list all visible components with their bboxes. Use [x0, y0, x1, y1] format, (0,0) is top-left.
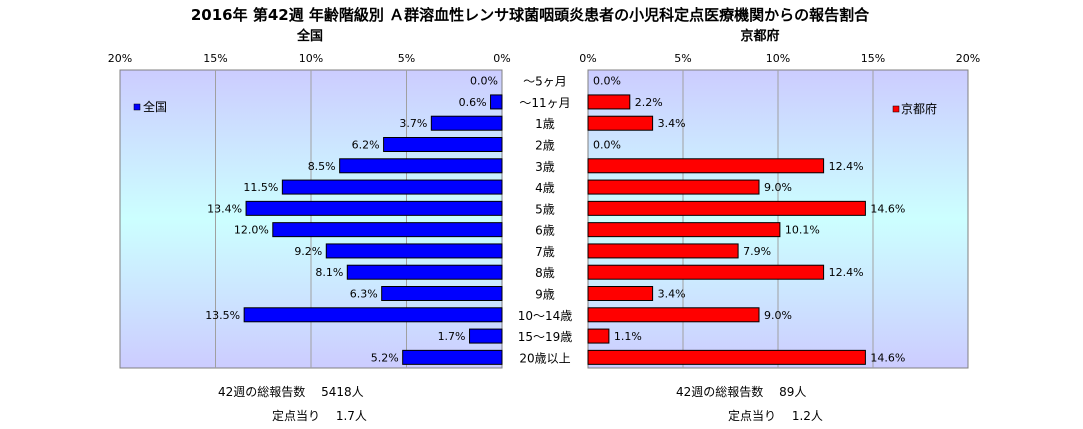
national-bar-label: 13.4%	[207, 202, 242, 215]
age-category-label: 6歳	[535, 224, 555, 238]
national-bar-label: 6.3%	[350, 288, 378, 301]
national-legend-swatch	[133, 103, 141, 111]
kyoto-bar-label: 14.6%	[870, 202, 905, 215]
kyoto-bar-label: 0.0%	[593, 139, 621, 152]
kyoto-bar	[587, 94, 631, 110]
national-bar-label: 1.7%	[438, 330, 466, 343]
kyoto-bar	[587, 222, 781, 238]
national-bar-label: 0.6%	[459, 96, 487, 109]
national-bar-label: 13.5%	[205, 309, 240, 322]
kyoto-bar-label: 10.1%	[785, 224, 820, 237]
chart-title: 2016年 第42週 年齢階級別 Ａ群溶血性レンサ球菌咽頭炎患者の小児科定点医療…	[191, 6, 870, 24]
kyoto-bar	[587, 158, 825, 174]
kyoto-bar-label: 9.0%	[764, 181, 792, 194]
kyoto-bar-label: 3.4%	[658, 288, 686, 301]
national-legend-label: 全国	[143, 99, 167, 114]
kyoto-bar	[587, 179, 760, 195]
age-category-label: 1歳	[535, 117, 555, 131]
age-category-label: 〜5ヶ月	[523, 75, 567, 89]
national-bar	[430, 115, 503, 131]
age-category-label: 4歳	[535, 181, 555, 195]
kyoto-bar-label: 12.4%	[829, 160, 864, 173]
age-category-label: 5歳	[535, 202, 555, 216]
age-category-label: 〜11ヶ月	[519, 96, 570, 110]
national-bar-label: 11.5%	[243, 181, 278, 194]
right-axis-tick-label: 5%	[674, 52, 691, 65]
right-axis-tick-label: 0%	[579, 52, 596, 65]
national-bar	[469, 328, 503, 344]
kyoto-bar-label: 1.1%	[614, 330, 642, 343]
kyoto-bar	[587, 264, 825, 280]
kyoto-legend-label: 京都府	[901, 101, 937, 116]
national-bar-label: 8.1%	[315, 266, 343, 279]
kyoto-per-site: 定点当り 1.2人	[728, 409, 823, 423]
right-axis-tick-label: 10%	[766, 52, 790, 65]
kyoto-legend-swatch	[892, 105, 900, 113]
national-bar-label: 6.2%	[352, 139, 380, 152]
kyoto-bar	[587, 328, 610, 344]
kyoto-bar-label: 7.9%	[743, 245, 771, 258]
national-bar-label: 12.0%	[234, 224, 269, 237]
national-bar	[402, 349, 503, 365]
age-category-label: 7歳	[535, 245, 555, 259]
kyoto-bar-label: 12.4%	[829, 266, 864, 279]
national-bar	[325, 243, 503, 259]
kyoto-heading: 京都府	[740, 28, 779, 44]
kyoto-bar	[587, 200, 866, 216]
left-axis-tick-label: 10%	[299, 52, 323, 65]
national-bar-label: 9.2%	[294, 245, 322, 258]
left-axis-tick-label: 15%	[203, 52, 227, 65]
kyoto-bar-label: 3.4%	[658, 117, 686, 130]
kyoto-bar	[587, 115, 654, 131]
age-category-label: 3歳	[535, 160, 555, 174]
national-total-reports: 42週の総報告数 5418人	[218, 385, 364, 399]
national-bar-label: 8.5%	[308, 160, 336, 173]
kyoto-bar-label: 0.0%	[593, 75, 621, 88]
national-bar	[383, 137, 503, 152]
national-bar	[243, 307, 503, 323]
age-category-label: 9歳	[535, 288, 555, 302]
kyoto-bar	[587, 307, 760, 323]
national-bar	[339, 158, 503, 174]
national-per-site: 定点当り 1.7人	[272, 409, 367, 423]
age-category-label: 2歳	[535, 139, 555, 153]
right-axis-tick-label: 15%	[861, 52, 885, 65]
national-bar	[490, 94, 503, 110]
national-bar	[346, 264, 503, 280]
age-category-label: 20歳以上	[519, 351, 570, 365]
age-category-label: 8歳	[535, 266, 555, 280]
national-bar-label: 0.0%	[470, 75, 498, 88]
kyoto-total-reports: 42週の総報告数 89人	[676, 385, 807, 399]
national-bar-label: 3.7%	[399, 117, 427, 130]
national-heading: 全国	[296, 28, 323, 44]
kyoto-bar-label: 2.2%	[635, 96, 663, 109]
left-axis-tick-label: 0%	[493, 52, 510, 65]
kyoto-bar	[587, 243, 739, 259]
age-category-label: 10〜14歳	[518, 309, 573, 323]
national-bar	[281, 179, 503, 195]
left-axis-tick-label: 20%	[108, 52, 132, 65]
kyoto-bar	[587, 349, 866, 365]
national-bar-label: 5.2%	[371, 351, 399, 364]
left-axis-tick-label: 5%	[398, 52, 415, 65]
kyoto-bar-label: 14.6%	[870, 351, 905, 364]
national-bar	[245, 200, 503, 216]
age-category-label: 15〜19歳	[518, 330, 573, 344]
national-bar	[381, 286, 503, 301]
national-bar	[272, 222, 503, 238]
kyoto-bar	[587, 286, 654, 301]
right-axis-tick-label: 20%	[956, 52, 980, 65]
kyoto-bar-label: 9.0%	[764, 309, 792, 322]
